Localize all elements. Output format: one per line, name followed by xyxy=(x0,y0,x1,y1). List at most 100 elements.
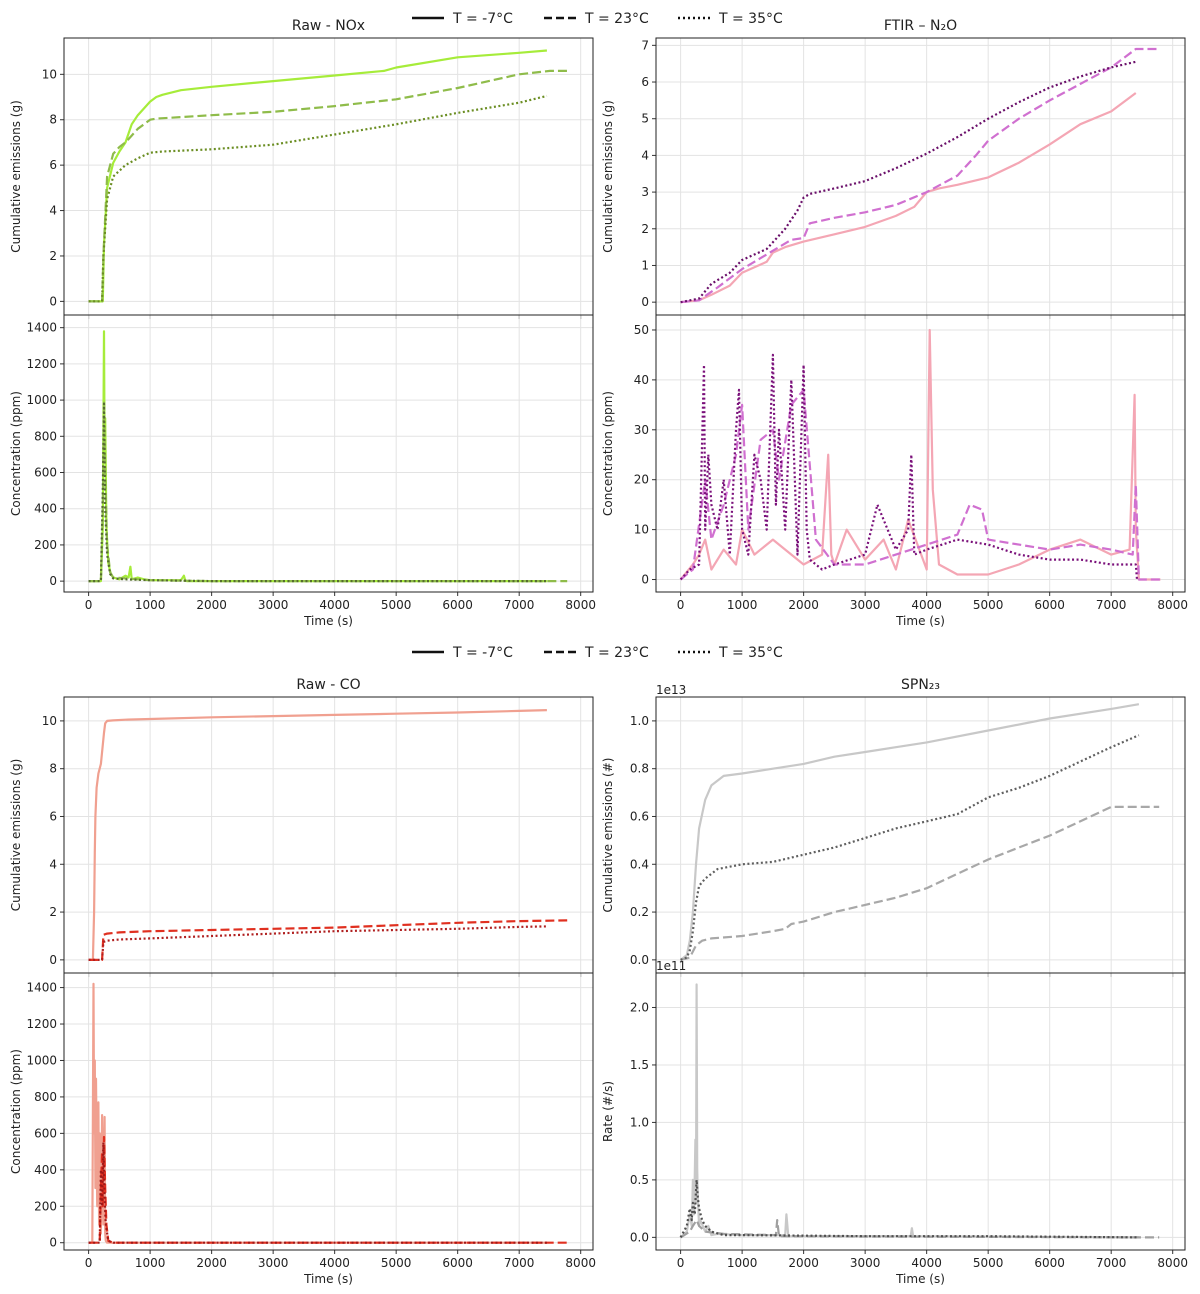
x-tick-label: 5000 xyxy=(381,1256,412,1270)
x-tick-label: 8000 xyxy=(565,598,596,612)
x-tick-label: 5000 xyxy=(381,598,412,612)
series-group xyxy=(88,982,568,1244)
y-tick-label: 400 xyxy=(34,502,57,516)
y-tick-label: 0.6 xyxy=(630,809,649,823)
top-panel: 0.0 0.2 0.4 0.6 0.8 1.0 Cumulative emissions (… xyxy=(601,683,1185,977)
y-tick-label: 4 xyxy=(641,148,649,162)
x-tick-label: 0 xyxy=(677,1256,685,1270)
chart-title: FTIR – N₂O xyxy=(884,18,957,34)
y-tick-label: 3 xyxy=(641,185,649,199)
series-group xyxy=(679,328,1161,581)
y-axis-multiplier: 1e13 xyxy=(656,683,686,697)
x-tick-label: 0 xyxy=(85,1256,93,1270)
y-tick-label: 10 xyxy=(42,714,57,728)
y-tick-label: 600 xyxy=(34,1126,57,1140)
legend-label: T = 23°C xyxy=(584,645,649,661)
x-tick-label: 0 xyxy=(85,598,93,612)
y-tick-label: 6 xyxy=(641,75,649,89)
x-tick-label: 4000 xyxy=(911,1256,942,1270)
x-tick-label: 6000 xyxy=(1034,1256,1065,1270)
y-axis-label: Concentration (ppm) xyxy=(9,391,23,516)
series-line-hot xyxy=(88,94,548,303)
x-axis-label: Time (s) xyxy=(895,614,945,628)
x-tick-label: 8000 xyxy=(1157,1256,1188,1270)
series-line-cold xyxy=(679,983,1139,1239)
x-axis-label: Time (s) xyxy=(303,1272,353,1286)
x-tick-label: 0 xyxy=(677,598,685,612)
series-line-cold xyxy=(88,709,547,961)
y-tick-label: 4 xyxy=(49,857,57,871)
legend-label: T = -7°C xyxy=(452,11,513,27)
series-line-mild xyxy=(88,919,568,961)
bottom-panel: 0 200 400 600 800 1000 1200 1400 0 1000 2000 3000 40… xyxy=(9,973,596,1270)
y-tick-label: 20 xyxy=(634,473,649,487)
y-tick-label: 8 xyxy=(49,762,57,776)
y-tick-label: 0 xyxy=(49,953,57,967)
y-tick-label: 10 xyxy=(42,67,57,81)
series-line-hot xyxy=(679,1178,1139,1239)
series-group xyxy=(88,49,568,303)
y-axis-label: Cumulative emissions (#) xyxy=(601,758,615,913)
x-tick-label: 1000 xyxy=(727,1256,758,1270)
y-tick-label: 50 xyxy=(634,323,649,337)
y-tick-label: 800 xyxy=(34,1090,57,1104)
x-tick-label: 4000 xyxy=(319,1256,350,1270)
y-tick-label: 0 xyxy=(49,294,57,308)
x-tick-label: 3000 xyxy=(258,598,289,612)
chart-ftir-n2o: 0 1 2 3 4 5 6 7 Cumulative emissions (g) 0 10 20 30 4… xyxy=(601,18,1188,628)
chart-title: Raw - CO xyxy=(296,677,360,693)
series-line-hot xyxy=(88,402,547,583)
y-tick-label: 0 xyxy=(49,574,57,588)
series-line-mild xyxy=(88,399,568,583)
y-tick-label: 1 xyxy=(641,258,649,272)
x-tick-label: 4000 xyxy=(319,598,350,612)
y-tick-label: 800 xyxy=(34,429,57,443)
y-tick-label: 0.2 xyxy=(630,905,649,919)
bottom-panel: 0.0 0.5 1.0 1.5 2.0 0 1000 2000 3000 4000 5000 6000… xyxy=(601,959,1188,1270)
y-tick-label: 1000 xyxy=(26,393,57,407)
x-tick-label: 2000 xyxy=(196,598,227,612)
x-tick-label: 1000 xyxy=(727,598,758,612)
y-tick-label: 2.0 xyxy=(630,1000,649,1014)
y-tick-label: 6 xyxy=(49,158,57,172)
y-tick-label: 0.5 xyxy=(630,1173,649,1187)
top-panel: 0 2 4 6 8 10 Cumulative emissions (g) xyxy=(9,697,593,977)
y-tick-label: 1200 xyxy=(26,357,57,371)
y-tick-label: 0 xyxy=(641,295,649,309)
y-tick-label: 1200 xyxy=(26,1017,57,1031)
series-line-hot xyxy=(680,60,1137,304)
x-tick-label: 3000 xyxy=(258,1256,289,1270)
y-tick-label: 600 xyxy=(34,466,57,480)
x-tick-label: 3000 xyxy=(850,598,881,612)
x-axis-label: Time (s) xyxy=(895,1272,945,1286)
series-line-cold xyxy=(680,92,1137,304)
y-tick-label: 2 xyxy=(49,249,57,263)
chart-title: SPN₂₃ xyxy=(901,677,940,693)
y-tick-label: 0 xyxy=(641,573,649,587)
legend-bottom: T = -7°C T = 23°C T = 35°C xyxy=(412,645,783,661)
x-axis-label: Time (s) xyxy=(303,614,353,628)
x-tick-label: 6000 xyxy=(1034,598,1065,612)
legend-entry-hot: T = 35°C xyxy=(678,11,783,27)
chart-raw-nox: 0 2 4 6 8 10 Cumulative emissions (g) 0 200 400 60… xyxy=(9,18,596,628)
y-axis-multiplier: 1e11 xyxy=(656,959,686,973)
y-tick-label: 1.0 xyxy=(630,1115,649,1129)
x-tick-label: 5000 xyxy=(973,598,1004,612)
y-tick-label: 30 xyxy=(634,423,649,437)
y-axis-label: Cumulative emissions (g) xyxy=(9,100,23,253)
series-line-mild xyxy=(88,69,568,303)
legend-label: T = 23°C xyxy=(584,11,649,27)
chart-title: Raw - NOx xyxy=(292,18,365,34)
legend-top: T = -7°C T = 23°C T = 35°C xyxy=(412,11,783,27)
y-axis-label: Concentration (ppm) xyxy=(601,391,615,516)
series-group xyxy=(680,47,1160,304)
series-line-cold xyxy=(88,49,547,303)
y-axis-label: Cumulative emissions (g) xyxy=(9,759,23,912)
x-tick-label: 7000 xyxy=(504,1256,535,1270)
y-tick-label: 0.0 xyxy=(630,953,649,967)
x-tick-label: 8000 xyxy=(565,1256,596,1270)
series-line-cold xyxy=(679,703,1140,961)
y-tick-label: 1.0 xyxy=(630,714,649,728)
y-tick-label: 2 xyxy=(641,222,649,236)
y-axis-label: Rate (#/s) xyxy=(601,1081,615,1142)
